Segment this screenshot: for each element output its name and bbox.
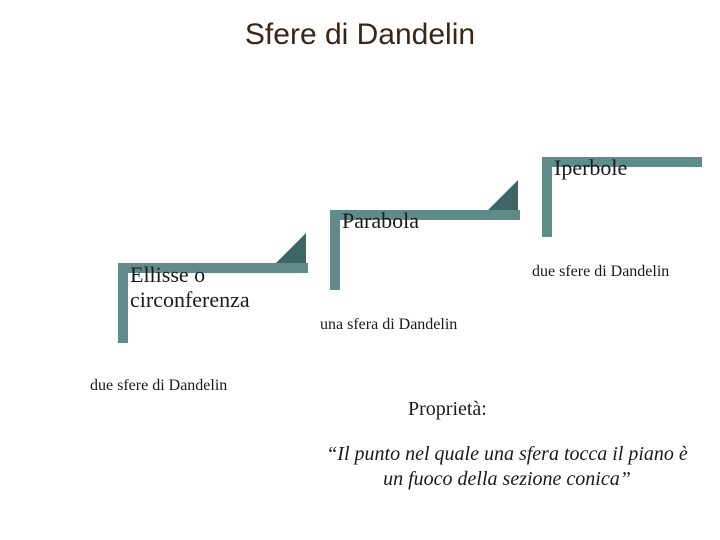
property-label: Proprietà: — [408, 398, 487, 421]
step2-vbar — [330, 210, 340, 290]
step3-vbar — [542, 157, 552, 237]
step1-triangle-icon — [276, 233, 306, 263]
step3-label: Iperbole — [554, 155, 627, 180]
step1-label: Ellisse o circonferenza — [130, 262, 250, 313]
page-title: Sfere di Dandelin — [0, 18, 720, 52]
step2-triangle-icon — [488, 180, 518, 210]
annotation-3: due sfere di Dandelin — [532, 263, 669, 281]
annotation-2: una sfera di Dandelin — [320, 316, 457, 334]
step1-label-line1: Ellisse o circonferenza — [130, 262, 250, 312]
annotation-1: due sfere di Dandelin — [90, 377, 227, 395]
step1-vbar — [118, 263, 128, 343]
step2-label: Parabola — [342, 208, 419, 233]
property-quote: “Il punto nel quale una sfera tocca il p… — [322, 442, 692, 492]
